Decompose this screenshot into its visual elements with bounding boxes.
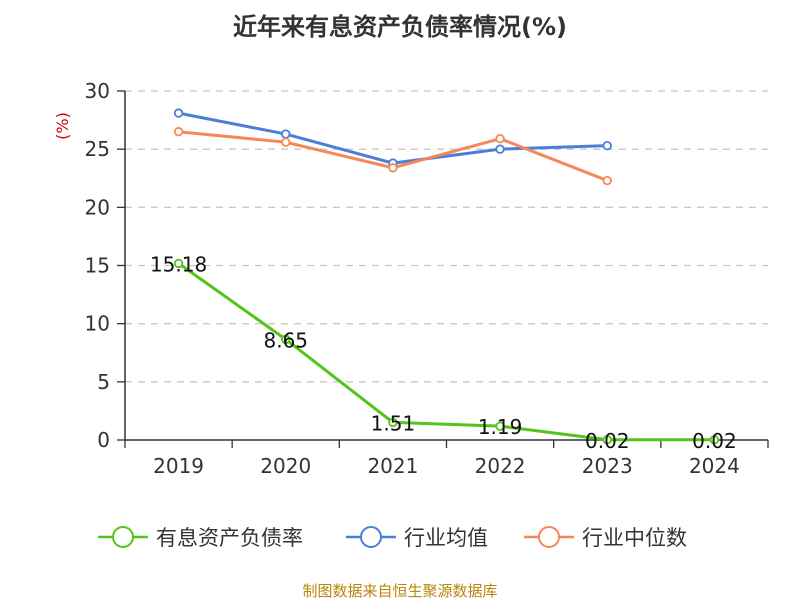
y-tick-label: 10 — [85, 312, 110, 336]
data-label: 15.18 — [150, 252, 207, 276]
x-tick-label: 2021 — [367, 454, 418, 478]
data-point — [173, 127, 184, 137]
x-tick-label: 2023 — [582, 454, 633, 478]
y-tick-label: 15 — [85, 254, 110, 278]
y-tick-label: 25 — [85, 137, 110, 161]
data-point — [602, 435, 612, 445]
y-tick-label: 5 — [97, 370, 110, 394]
y-axis-label: (%) — [53, 112, 72, 140]
x-tick-label: 2024 — [689, 454, 740, 478]
data-point — [281, 129, 291, 139]
data-point — [173, 258, 184, 269]
legend-marker — [538, 526, 560, 548]
data-label: 0.02 — [585, 429, 630, 453]
legend: 有息资产负债率 行业均值 行业中位数 — [98, 526, 687, 550]
series-lines — [173, 108, 720, 445]
data-label: 1.51 — [371, 411, 416, 435]
x-tick-label: 2019 — [153, 454, 204, 478]
legend-marker — [112, 526, 134, 548]
data-point — [281, 334, 291, 345]
data-point — [602, 175, 612, 186]
chart-title: 近年来有息资产负债率情况(%) — [233, 13, 567, 41]
series-line — [177, 262, 715, 442]
data-point — [495, 421, 505, 431]
x-tick-label: 2020 — [260, 454, 311, 478]
data-point — [388, 417, 398, 428]
legend-label: 有息资产负债率 — [156, 526, 303, 550]
y-tick-label: 0 — [97, 428, 110, 452]
data-point — [173, 108, 184, 118]
data-label: 1.19 — [478, 415, 523, 439]
source-note: 制图数据来自恒生聚源数据库 — [302, 582, 497, 600]
legend-label: 行业中位数 — [582, 526, 687, 550]
x-tick-label: 2022 — [475, 454, 526, 478]
legend-label: 行业均值 — [404, 526, 488, 550]
data-point — [495, 133, 505, 144]
data-point — [602, 140, 612, 151]
y-tick-label: 20 — [85, 195, 110, 219]
y-tick-label: 30 — [85, 79, 110, 103]
gridlines — [125, 90, 768, 383]
data-point — [281, 137, 291, 147]
data-point — [388, 163, 398, 173]
data-label: 0.02 — [692, 429, 737, 453]
series-line — [178, 130, 608, 182]
axes: 0 5 10 15 20 25 30 2019 2020 2021 2022 2023 2024 — [85, 79, 769, 478]
data-labels: 15.18 8.65 1.51 1.19 0.02 0.02 — [150, 252, 737, 452]
data-label: 8.65 — [263, 328, 308, 352]
legend-marker — [360, 526, 382, 548]
data-point — [495, 144, 505, 154]
data-point — [709, 435, 720, 445]
